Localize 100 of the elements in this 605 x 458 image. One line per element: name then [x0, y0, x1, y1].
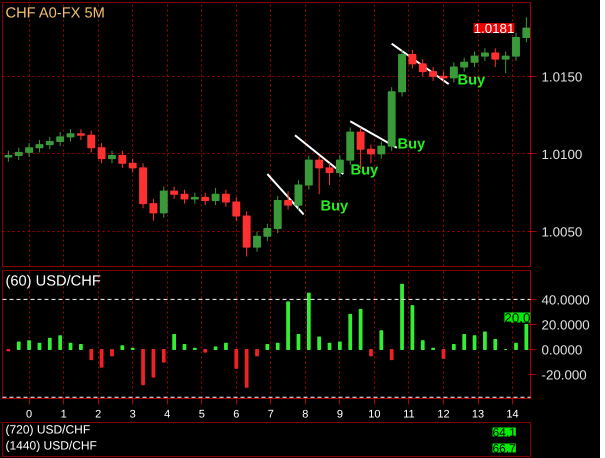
bar — [296, 334, 300, 350]
x-tick-label: 11 — [403, 408, 415, 420]
bar — [141, 349, 145, 386]
candlestick — [418, 58, 427, 77]
candlestick — [294, 180, 302, 210]
bar — [452, 344, 456, 350]
candlestick — [326, 162, 334, 186]
candlestick — [160, 186, 168, 218]
y-tick-label: 0.0000 — [542, 342, 582, 358]
bar — [472, 335, 476, 350]
candlestick — [440, 71, 448, 83]
bar — [234, 349, 238, 369]
text: (1440) USD/CHF — [6, 438, 97, 452]
candlestick — [128, 158, 137, 174]
candlestick — [4, 150, 12, 162]
y-tick-label: 1.0150 — [542, 69, 582, 84]
bar — [286, 301, 290, 350]
candlestick — [87, 130, 96, 153]
bar — [152, 349, 156, 378]
bar — [276, 342, 280, 350]
x-tick-label: 10 — [368, 408, 381, 420]
x-tick-label: 0 — [26, 408, 32, 420]
candlestick — [491, 48, 500, 68]
x-tick-label: 13 — [472, 408, 484, 420]
bar — [462, 334, 466, 350]
candlestick — [108, 150, 116, 164]
bar — [358, 308, 362, 350]
candlestick — [56, 132, 64, 147]
bar — [524, 324, 528, 350]
candlestick — [450, 62, 458, 83]
bar — [244, 349, 249, 388]
bar — [203, 349, 208, 353]
bar — [214, 346, 218, 350]
candlestick — [212, 188, 220, 206]
text: 64.1 — [492, 426, 516, 440]
x-tick-label: 12 — [437, 408, 450, 420]
candlestick — [180, 189, 188, 204]
bar — [255, 349, 259, 356]
candlestick — [460, 57, 468, 72]
bar — [348, 314, 352, 350]
bar — [48, 338, 52, 350]
text: 1.0181 — [474, 21, 514, 36]
candlestick — [367, 144, 375, 164]
candlestick — [222, 189, 230, 208]
bar — [328, 342, 332, 350]
candlestick — [263, 223, 272, 242]
bar — [410, 305, 414, 350]
candlestick — [35, 139, 44, 153]
candlestick — [98, 142, 106, 164]
bar — [27, 340, 31, 350]
x-tick-label: 1 — [60, 408, 67, 420]
candlestick — [25, 142, 34, 158]
candlestick — [429, 66, 438, 82]
bar — [182, 344, 186, 350]
y-tick-label: 1.0100 — [542, 146, 582, 162]
candlestick — [201, 192, 210, 206]
candlestick — [149, 198, 158, 222]
y-tick-label: 1.0050 — [542, 224, 582, 240]
bar — [483, 331, 487, 350]
bar — [379, 330, 384, 350]
bar — [110, 349, 114, 356]
bar — [162, 349, 166, 363]
bar — [100, 349, 104, 368]
x-tick-label: 3 — [130, 408, 136, 420]
chart-title: CHF A0-FX 5M — [6, 6, 105, 22]
bar — [420, 340, 425, 350]
candlestick — [66, 128, 74, 142]
annotation: Buy — [398, 136, 426, 152]
bar — [442, 349, 446, 359]
candlestick — [512, 32, 520, 62]
data-label: 20.0 — [504, 310, 530, 326]
candlestick — [502, 50, 510, 74]
candlestick — [315, 154, 324, 195]
bar — [514, 342, 518, 350]
candlestick — [336, 154, 344, 178]
bar — [265, 344, 270, 350]
candlestick — [470, 50, 479, 68]
bar — [16, 342, 21, 350]
x-tick-label: 6 — [233, 408, 240, 420]
bar — [89, 349, 94, 360]
x-tick-label: 9 — [336, 408, 343, 420]
chart-title: (60) USD/CHF — [6, 274, 101, 290]
bar — [224, 342, 228, 350]
bar — [390, 349, 394, 360]
x-tick-label: 7 — [268, 408, 274, 420]
bar — [400, 284, 404, 350]
annotation: Buy — [458, 72, 486, 88]
bar — [369, 349, 373, 356]
bar — [38, 342, 42, 350]
y-tick-label: -20.000 — [542, 368, 587, 383]
annotation: Buy — [320, 198, 350, 214]
bar — [493, 339, 498, 350]
candlestick — [408, 49, 416, 69]
bar — [338, 342, 342, 350]
x-tick-label: 14 — [506, 408, 519, 420]
bar — [79, 344, 83, 350]
candlestick — [170, 186, 178, 200]
x-tick-label: 2 — [95, 408, 102, 420]
candlestick — [522, 16, 530, 43]
candlestick — [253, 231, 261, 252]
